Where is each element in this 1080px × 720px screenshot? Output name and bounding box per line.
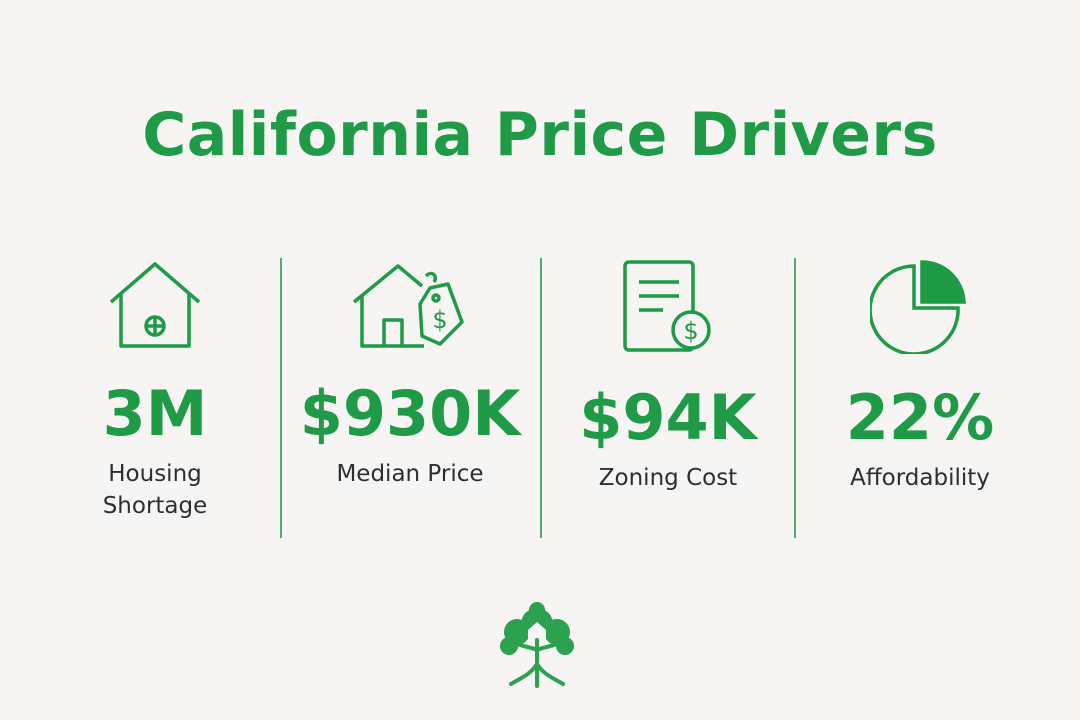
house-icon xyxy=(109,262,201,348)
stat-card: 3M Housing Shortage xyxy=(30,258,280,522)
price-tag-icon: $ xyxy=(352,264,464,348)
stat-card: 22% Affordability xyxy=(795,258,1045,494)
stat-label: Median Price xyxy=(336,461,484,487)
stat-label: Affordability xyxy=(850,465,990,491)
stat-card: $ $94K Zoning Cost xyxy=(543,258,793,494)
document-icon: $ xyxy=(623,260,711,352)
stat-value: $94K xyxy=(579,381,757,454)
svg-text:$: $ xyxy=(432,306,447,334)
stat-value: 3M xyxy=(102,377,208,450)
divider xyxy=(794,258,796,538)
title: California Price Drivers xyxy=(142,100,938,170)
svg-text:$: $ xyxy=(683,317,698,345)
divider xyxy=(540,258,542,538)
stat-label: Housing Shortage xyxy=(102,461,208,519)
stat-card: $ $930K Median Price xyxy=(285,258,535,490)
pie-icon xyxy=(870,260,966,354)
stat-label: Zoning Cost xyxy=(598,465,738,491)
stat-value: 22% xyxy=(845,381,995,454)
stat-value: $930K xyxy=(299,377,521,450)
tree-logo xyxy=(500,602,574,688)
divider xyxy=(280,258,282,538)
